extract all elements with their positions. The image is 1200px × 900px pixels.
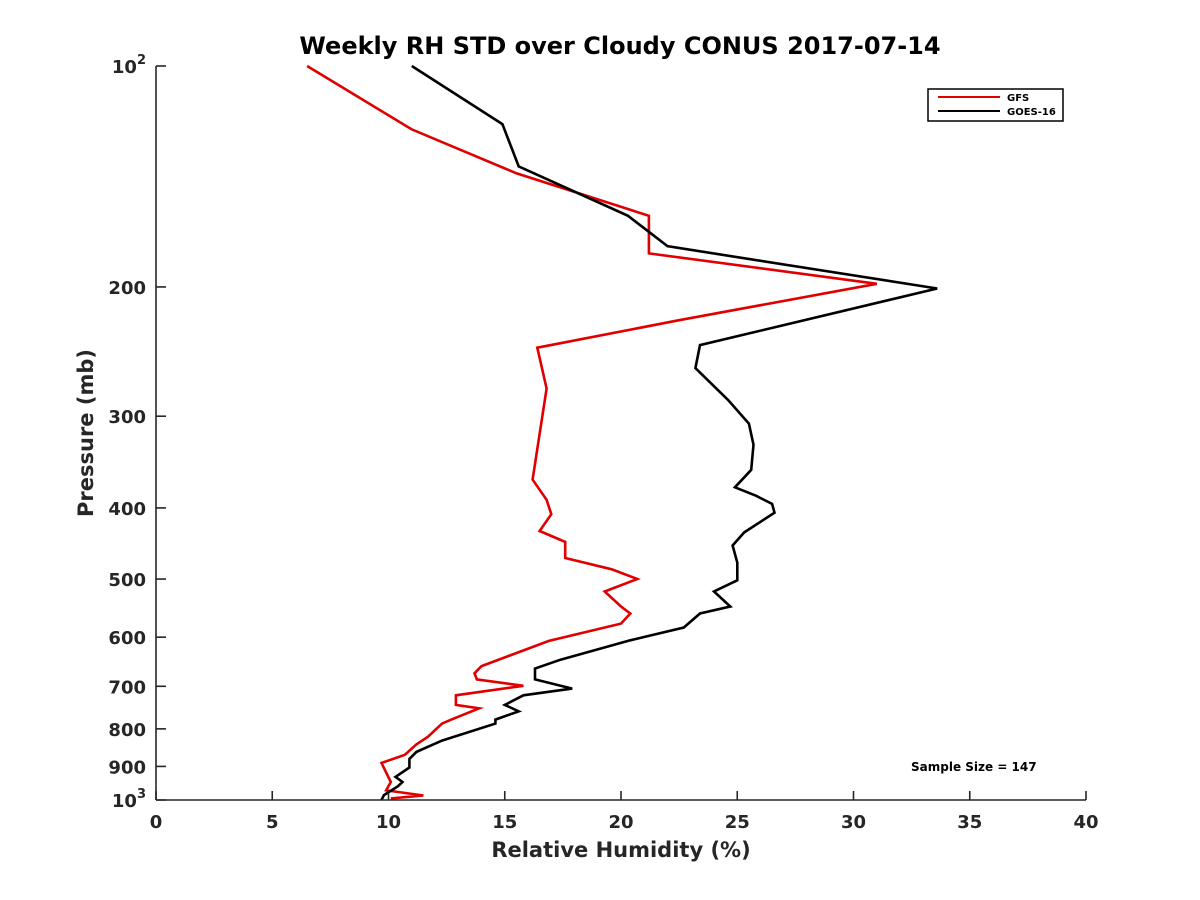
x-tick-label: 25 [725,812,750,833]
y-tick-label: 900 [108,757,146,778]
series-line-gfs [306,64,878,800]
y-tick-label: 103 [112,787,146,812]
x-tick-label: 5 [266,812,279,833]
legend: GFS GOES-16 [927,88,1064,122]
y-tick-label: 600 [108,628,146,649]
x-tick-label: 40 [1073,812,1098,833]
y-ticks: 102 200 300 400 500 600 700 800 900 103 [108,53,166,812]
x-tick-label: 30 [841,812,866,833]
x-ticks: 0 5 10 15 20 25 30 35 40 [150,791,1099,833]
y-tick-label: 300 [108,407,146,428]
x-tick-label: 20 [608,812,633,833]
legend-box [927,88,1064,122]
axes [155,66,1086,801]
x-tick-label: 10 [376,812,401,833]
sample-size-annotation: Sample Size = 147 [911,760,1037,774]
plot-lines [306,64,938,801]
y-tick-label: 400 [108,499,146,520]
y-tick-label: 500 [108,570,146,591]
x-tick-label: 0 [150,812,163,833]
y-tick-label: 700 [108,677,146,698]
y-tick-label: 800 [108,720,146,741]
legend-label-gfs: GFS [1007,93,1029,104]
x-axis-label: Relative Humidity (%) [491,838,750,862]
y-tick-label: 102 [112,53,146,78]
y-axis-label: Pressure (mb) [74,349,98,517]
legend-label-goes16: GOES-16 [1007,107,1056,118]
y-tick-label: 200 [108,278,146,299]
series-line-goes16 [380,64,938,801]
chart-title: Weekly RH STD over Cloudy CONUS 2017-07-… [299,32,940,60]
x-tick-label: 15 [492,812,517,833]
x-tick-label: 35 [957,812,982,833]
